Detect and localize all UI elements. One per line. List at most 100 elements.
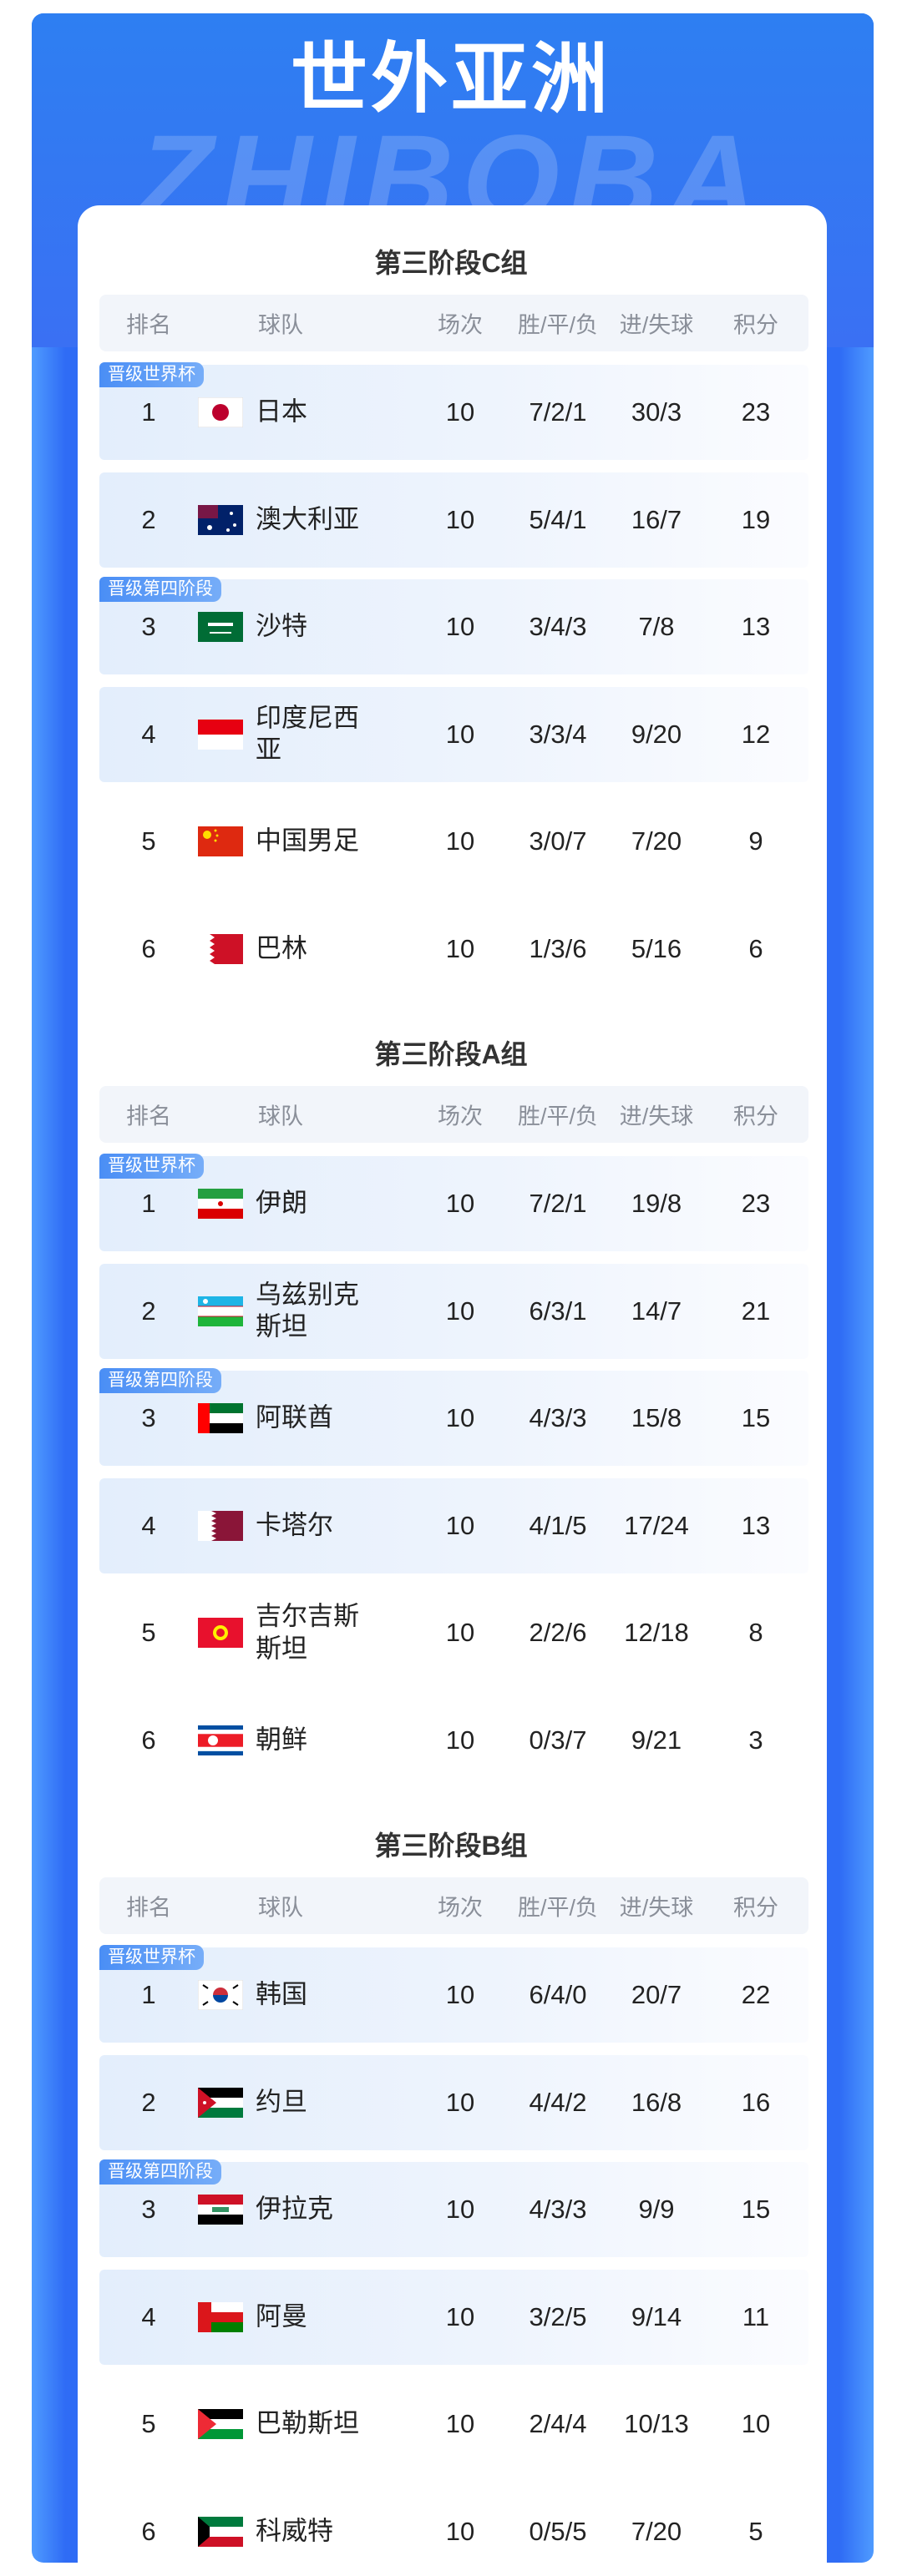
- played-cell: 10: [445, 826, 475, 856]
- team-name: 中国男足: [256, 826, 359, 856]
- rank-cell: 1: [141, 1980, 156, 2009]
- column-header: 积分: [733, 1895, 778, 1921]
- rank-cell: 1: [141, 397, 156, 427]
- played-cell: 10: [445, 933, 475, 963]
- goals-cell: 15/8: [631, 1403, 682, 1432]
- flag: [198, 2195, 243, 2225]
- team-name: 伊拉克: [256, 2194, 333, 2224]
- flag: [198, 1980, 243, 2010]
- points-cell: 22: [741, 1980, 771, 2009]
- column-header: 进/失球: [619, 1895, 694, 1921]
- rank-cell: 3: [141, 1403, 156, 1432]
- column-header: 积分: [733, 312, 778, 338]
- badge: 晋级世界杯: [99, 1154, 204, 1179]
- goals-cell: 16/8: [631, 2087, 682, 2117]
- flag: [198, 933, 243, 964]
- badge: 晋级第四阶段: [99, 1368, 221, 1393]
- played-cell: 10: [445, 719, 475, 749]
- column-header: 胜/平/负: [517, 312, 599, 338]
- record-cell: 6/4/0: [529, 1980, 587, 2009]
- goals-cell: 7/20: [631, 826, 682, 856]
- points-cell: 9: [748, 826, 763, 856]
- played-cell: 10: [445, 1980, 475, 2009]
- team-name: 巴勒斯坦: [256, 2408, 359, 2438]
- team-name: 科威特: [256, 2516, 333, 2546]
- group-title: 第三阶段A组: [374, 1039, 528, 1069]
- team-name: 日本: [256, 397, 307, 427]
- points-cell: 15: [741, 2195, 771, 2224]
- rank-cell: 4: [141, 2301, 156, 2331]
- flag: [198, 826, 243, 856]
- flag: [198, 719, 243, 750]
- goals-cell: 12/18: [624, 1618, 689, 1647]
- record-cell: 2/4/4: [529, 2409, 587, 2438]
- played-cell: 10: [445, 1296, 475, 1326]
- points-cell: 23: [741, 1189, 771, 1218]
- team-name: 巴林: [256, 933, 307, 963]
- column-header: 排名: [126, 1104, 171, 1129]
- played-cell: 10: [445, 1510, 475, 1540]
- played-cell: 10: [445, 1725, 475, 1755]
- rank-cell: 3: [141, 2195, 156, 2224]
- played-cell: 10: [445, 1189, 475, 1218]
- flag: [198, 2516, 243, 2547]
- flag: [198, 1296, 243, 1326]
- rank-cell: 5: [141, 2409, 156, 2438]
- goals-cell: 7/20: [631, 2516, 682, 2546]
- column-header: 进/失球: [619, 1104, 694, 1129]
- column-header: 场次: [438, 312, 483, 338]
- record-cell: 7/2/1: [529, 1189, 587, 1218]
- column-header: 胜/平/负: [517, 1104, 599, 1129]
- points-cell: 10: [741, 2409, 771, 2438]
- goals-cell: 5/16: [631, 933, 682, 963]
- team-name: 卡塔尔: [256, 1510, 333, 1540]
- flag: [198, 1510, 243, 1541]
- team-name: 印度尼西亚: [256, 702, 359, 765]
- points-cell: 11: [742, 2301, 770, 2331]
- points-cell: 8: [748, 1618, 763, 1647]
- points-cell: 19: [741, 504, 771, 534]
- goals-cell: 17/24: [624, 1510, 689, 1540]
- team-name: 阿联酋: [256, 1402, 333, 1432]
- record-cell: 7/2/1: [529, 397, 587, 427]
- column-header: 排名: [126, 1895, 171, 1921]
- points-cell: 16: [741, 2087, 771, 2117]
- goals-cell: 9/9: [638, 2195, 675, 2224]
- team-name: 沙特: [256, 611, 307, 641]
- rank-cell: 5: [141, 1618, 156, 1647]
- column-header: 进/失球: [619, 312, 694, 338]
- record-cell: 1/3/6: [529, 933, 587, 963]
- column-header: 场次: [438, 1104, 483, 1129]
- badge: 晋级世界杯: [99, 362, 204, 387]
- team-name: 吉尔吉斯斯坦: [256, 1601, 359, 1663]
- flag: [198, 1618, 243, 1648]
- record-cell: 5/4/1: [529, 504, 587, 534]
- flag: [198, 397, 243, 427]
- rank-cell: 2: [141, 1296, 156, 1326]
- record-cell: 0/3/7: [529, 1725, 587, 1755]
- column-header: 积分: [733, 1104, 778, 1129]
- rank-cell: 2: [141, 504, 156, 534]
- header-row: [99, 295, 808, 351]
- points-cell: 13: [741, 612, 771, 641]
- played-cell: 10: [445, 2409, 475, 2438]
- flag: [198, 1189, 243, 1219]
- points-cell: 5: [748, 2516, 763, 2546]
- header-row: [99, 1877, 808, 1934]
- flag: [198, 2409, 243, 2439]
- team-name: 朝鲜: [256, 1725, 307, 1755]
- points-cell: 3: [748, 1725, 763, 1755]
- played-cell: 10: [445, 504, 475, 534]
- group-title: 第三阶段C组: [374, 248, 528, 278]
- played-cell: 10: [445, 2195, 475, 2224]
- rank-cell: 4: [141, 719, 156, 749]
- column-header: 球队: [258, 312, 303, 338]
- team-name: 澳大利亚: [256, 504, 359, 534]
- badge: 晋级第四阶段: [99, 577, 221, 602]
- badge: 晋级第四阶段: [99, 2159, 221, 2185]
- record-cell: 3/0/7: [529, 826, 587, 856]
- team-name: 阿曼: [256, 2301, 307, 2331]
- record-cell: 4/3/3: [529, 2195, 587, 2224]
- header-row: [99, 1086, 808, 1143]
